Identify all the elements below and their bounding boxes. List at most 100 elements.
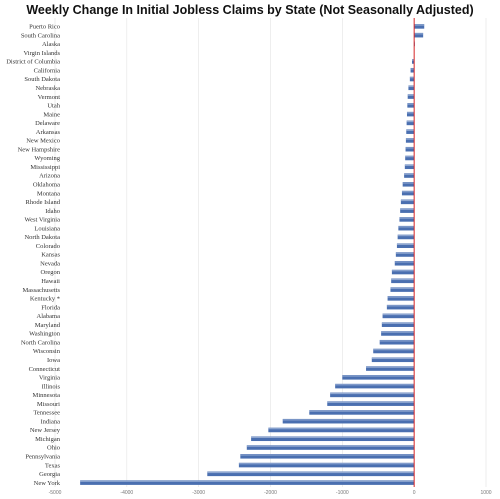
bar-highlight [268,428,415,430]
grid-lines [54,18,487,487]
bar-highlight [401,191,415,193]
category-label: Hawaii [41,278,60,285]
category-label: Ohio [47,445,60,452]
bar-highlight [414,33,424,35]
bar [80,480,415,485]
bar [381,322,415,327]
category-label: West Virginia [25,217,61,224]
bar [406,120,415,126]
category-label: Pennsylvania [25,453,60,460]
category-label: Nevada [40,260,60,267]
bar [414,32,424,38]
bar-highlight [390,287,415,289]
bar [400,208,415,213]
category-label: Wisconsin [33,348,61,355]
x-axis-ticks: -5000 -4000 -3000 -2000 -1000 0 1000 [49,490,492,496]
bar-highlight [398,226,415,228]
bar [409,76,415,82]
bar [406,111,415,117]
bar-highlight [327,401,415,403]
category-label: Kentucky * [30,296,60,303]
category-label: Delaware [35,120,60,127]
category-label: Connecticut [29,366,61,373]
category-label: Texas [45,462,61,469]
bar-highlight [366,366,415,368]
bar [401,190,415,196]
bar [382,313,415,319]
category-label: Indiana [41,418,61,425]
bar-highlight [405,147,415,149]
category-label: Idaho [45,208,60,215]
bar [386,304,415,310]
bar [404,173,415,178]
category-label: Maryland [35,322,61,329]
category-label: Colorado [36,243,60,250]
category-label: Virginia [39,375,60,382]
bar [335,383,415,389]
bar [251,436,415,442]
category-label: Iowa [47,357,60,364]
bar [400,199,415,205]
bar [410,67,415,73]
category-label: Arizona [39,173,60,180]
bar-highlight [395,252,415,254]
bar [268,427,415,433]
category-label: New Jersey [30,427,61,434]
category-label: Rhode Island [26,199,61,206]
bar [327,401,415,406]
bar [407,103,415,108]
category-label: Tennessee [33,410,60,417]
bar [330,392,415,398]
bar [412,59,415,64]
bar [387,296,415,301]
x-tick-label: -5000 [49,490,62,496]
bar [381,331,415,336]
bar-highlight [412,59,415,61]
category-label: North Carolina [21,339,60,346]
bar-highlight [309,410,415,412]
x-tick-label: -1000 [336,490,349,496]
bar [390,287,415,292]
bar [405,138,415,143]
category-label: Georgia [39,471,60,478]
category-label: Florida [41,304,60,311]
bar-highlight [406,121,415,123]
category-label: Missouri [37,401,60,408]
bar [342,375,415,380]
bar-highlight [240,454,415,456]
category-label: New Mexico [26,138,60,145]
category-label: Illinois [42,383,61,390]
bar [371,357,415,363]
category-label: Michigan [35,436,61,443]
bar-highlight [406,112,415,114]
x-tick-label: -4000 [120,490,133,496]
x-tick-label: 1000 [480,490,491,496]
category-label: Puerto Rico [29,24,60,31]
bar-highlight [391,278,415,281]
bar [395,252,415,257]
bar [240,454,415,459]
bar [391,269,415,275]
bar-highlight [238,463,415,465]
category-label: Utah [47,103,60,110]
category-label: Montana [37,190,60,197]
bar-highlight [80,480,415,482]
category-label: Alaska [42,41,60,48]
bar-highlight [282,419,415,421]
x-tick-label: -2000 [264,490,277,496]
category-label: Massachusetts [22,287,60,294]
bar-highlight [394,261,415,263]
bar-highlight [405,156,415,158]
category-label: District of Columbia [6,59,60,66]
category-label: Vermont [38,94,61,101]
bar [238,462,415,468]
bar-highlight [397,235,415,237]
bar-highlight [391,270,415,272]
category-label: Kansas [41,252,60,259]
bar [396,243,415,249]
bar [398,225,415,231]
bar-highlight [386,305,415,307]
bar-highlight [382,314,415,316]
category-label: South Dakota [24,76,60,83]
